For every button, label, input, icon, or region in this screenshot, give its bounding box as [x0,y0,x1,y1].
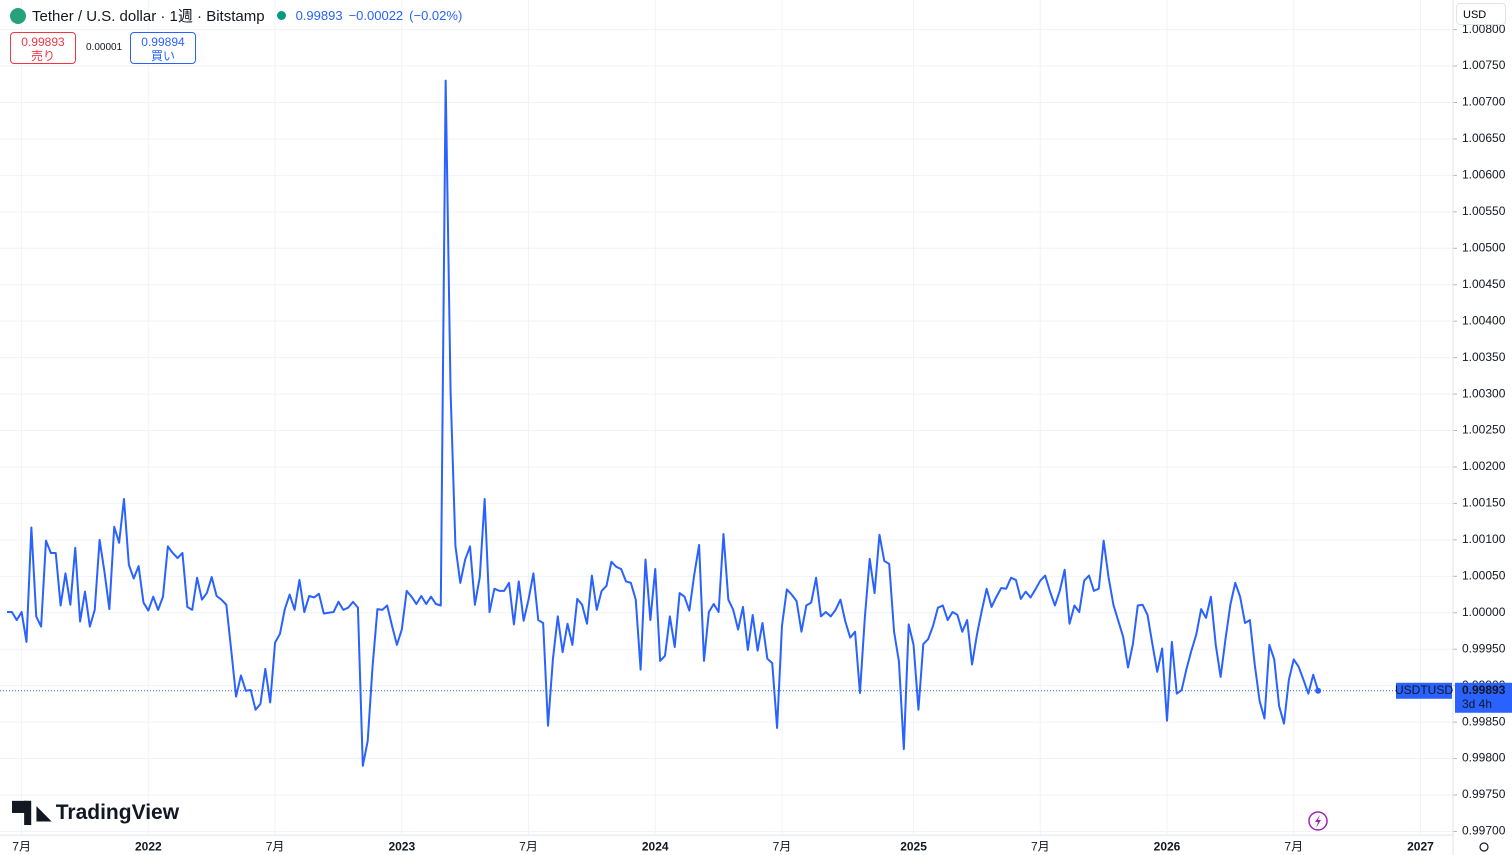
y-tick-label: 1.00650 [1462,131,1506,145]
y-tick-label: 0.99750 [1462,787,1506,801]
y-tick-label: 1.00550 [1462,204,1506,218]
x-tick-label: 7月 [773,839,792,853]
y-tick-label: 1.00250 [1462,423,1506,437]
y-tick-label: 1.00200 [1462,459,1506,473]
y-tick-label: 1.00450 [1462,277,1506,291]
y-tick-label: 0.99850 [1462,714,1506,728]
price-tag [1455,682,1512,713]
header: Tether / U.S. dollar · 1週 · Bitstamp 0.9… [10,5,462,26]
y-tick-label: 1.00400 [1462,313,1506,327]
sell-price: 0.99893 [21,35,65,49]
last-price: 0.99893 [295,8,343,23]
x-tick-label: 2027 [1407,839,1434,853]
buy-label: 買い [150,49,175,63]
y-tick-label: 1.00050 [1462,568,1506,582]
y-tick-label: 1.00150 [1462,496,1506,510]
buy-button[interactable]: 0.99894 買い [130,32,196,64]
settings-icon [1479,842,1489,852]
chart-title[interactable]: Tether / U.S. dollar · 1週 · Bitstamp [32,8,265,25]
y-tick-label: 1.00750 [1462,58,1506,72]
x-tick-label: 2023 [388,839,415,853]
buy-price: 0.99894 [141,35,185,49]
y-tick-label: 1.00800 [1462,22,1506,36]
price-tag-value: 0.99893 [1462,683,1506,697]
symbol-tag [1396,682,1452,699]
y-tick-label: 1.00000 [1462,605,1506,619]
x-tick-label: 2025 [900,839,927,853]
y-tick-label: 0.99950 [1462,641,1506,655]
x-tick-label: 7月 [12,839,31,853]
x-tick-label: 7月 [519,839,538,853]
sell-label: 売り [30,49,55,63]
symbol-logo [10,7,26,24]
price-change: −0.00022 [348,8,404,23]
x-tick-label: 7月 [266,839,285,853]
y-tick-label: 0.99700 [1462,824,1506,838]
x-tick-label: 2022 [135,839,162,853]
market-status [276,11,286,20]
y-tick-label: 1.00100 [1462,532,1506,546]
x-tick-label: 2024 [642,839,669,853]
y-tick-label: 1.00600 [1462,168,1506,182]
y-tick-label: 1.00350 [1462,350,1506,364]
brand-logo: ▀▌◣ [12,802,52,824]
price-tag-countdown: 3d 4h [1462,697,1492,711]
spread: 0.00001 [86,42,123,53]
y-tick-label: 1.00300 [1462,386,1506,400]
x-tick-label: 7月 [1284,839,1303,853]
brand-name: TradingView [55,800,180,824]
sell-button[interactable]: 0.99893 売り [10,32,76,64]
symbol-tag-label: USDTUSD [1395,683,1453,697]
y-tick-label: 1.00700 [1462,95,1506,109]
x-tick-label: 2026 [1154,839,1181,853]
brand: ▀▌◣ TradingView [12,800,179,825]
y-tick-label: 1.00500 [1462,240,1506,254]
price-change-pct: (−0.02%) [409,8,463,23]
price-line [7,79,1320,767]
y-tick-label: 0.99800 [1462,751,1506,765]
x-tick-label: 7月 [1031,839,1050,853]
flash-icon-bolt [1315,815,1321,828]
currency-select[interactable]: USD [1456,3,1506,25]
last-price-dot [1315,687,1322,694]
